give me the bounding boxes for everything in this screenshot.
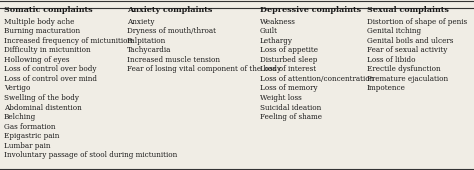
Text: Loss of memory: Loss of memory: [260, 84, 318, 92]
Text: Difficulty in mictunition: Difficulty in mictunition: [4, 46, 91, 54]
Text: Tachycardia: Tachycardia: [127, 46, 172, 54]
Text: Vertigo: Vertigo: [4, 84, 30, 92]
Text: Sexual complaints: Sexual complaints: [367, 6, 449, 14]
Text: Suicidal ideation: Suicidal ideation: [260, 104, 321, 112]
Text: Disturbed sleep: Disturbed sleep: [260, 56, 317, 64]
Text: Depressive complaints: Depressive complaints: [260, 6, 361, 14]
Text: Loss of libido: Loss of libido: [367, 56, 415, 64]
Text: Belching: Belching: [4, 113, 36, 121]
Text: Anxiety: Anxiety: [127, 18, 155, 26]
Text: Palpitation: Palpitation: [127, 37, 166, 45]
Text: Loss of appetite: Loss of appetite: [260, 46, 318, 54]
Text: Somatic complaints: Somatic complaints: [4, 6, 92, 14]
Text: Premature ejaculation: Premature ejaculation: [367, 75, 448, 83]
Text: Loss of interest: Loss of interest: [260, 65, 316, 73]
Text: Weight loss: Weight loss: [260, 94, 301, 102]
Text: Increased frequency of mictunition: Increased frequency of mictunition: [4, 37, 132, 45]
Text: Epigastric pain: Epigastric pain: [4, 132, 59, 140]
Text: Anxiety complaints: Anxiety complaints: [127, 6, 212, 14]
Text: Gas formation: Gas formation: [4, 123, 55, 131]
Text: Increased muscle tension: Increased muscle tension: [127, 56, 220, 64]
Text: Involuntary passage of stool during mictunition: Involuntary passage of stool during mict…: [4, 151, 177, 159]
Text: Loss of attention/concentration: Loss of attention/concentration: [260, 75, 374, 83]
Text: Fear of losing vital component of the body: Fear of losing vital component of the bo…: [127, 65, 281, 73]
Text: Abdominal distention: Abdominal distention: [4, 104, 82, 112]
Text: Distortion of shape of penis: Distortion of shape of penis: [367, 18, 467, 26]
Text: Dryness of mouth/throat: Dryness of mouth/throat: [127, 27, 216, 35]
Text: Genital boils and ulcers: Genital boils and ulcers: [367, 37, 453, 45]
Text: Weakness: Weakness: [260, 18, 296, 26]
Text: Impotence: Impotence: [367, 84, 406, 92]
Text: Loss of control over body: Loss of control over body: [4, 65, 96, 73]
Text: Burning macturation: Burning macturation: [4, 27, 80, 35]
Text: Guilt: Guilt: [260, 27, 278, 35]
Text: Multiple body ache: Multiple body ache: [4, 18, 74, 26]
Text: Fear of sexual activity: Fear of sexual activity: [367, 46, 447, 54]
Text: Lumbar pain: Lumbar pain: [4, 142, 50, 150]
Text: Hollowing of eyes: Hollowing of eyes: [4, 56, 69, 64]
Text: Loss of control over mind: Loss of control over mind: [4, 75, 97, 83]
Text: Swelling of the body: Swelling of the body: [4, 94, 79, 102]
Text: Erectile dysfunction: Erectile dysfunction: [367, 65, 440, 73]
Text: Lethargy: Lethargy: [260, 37, 293, 45]
Text: Genital itching: Genital itching: [367, 27, 421, 35]
Text: Feeling of shame: Feeling of shame: [260, 113, 322, 121]
